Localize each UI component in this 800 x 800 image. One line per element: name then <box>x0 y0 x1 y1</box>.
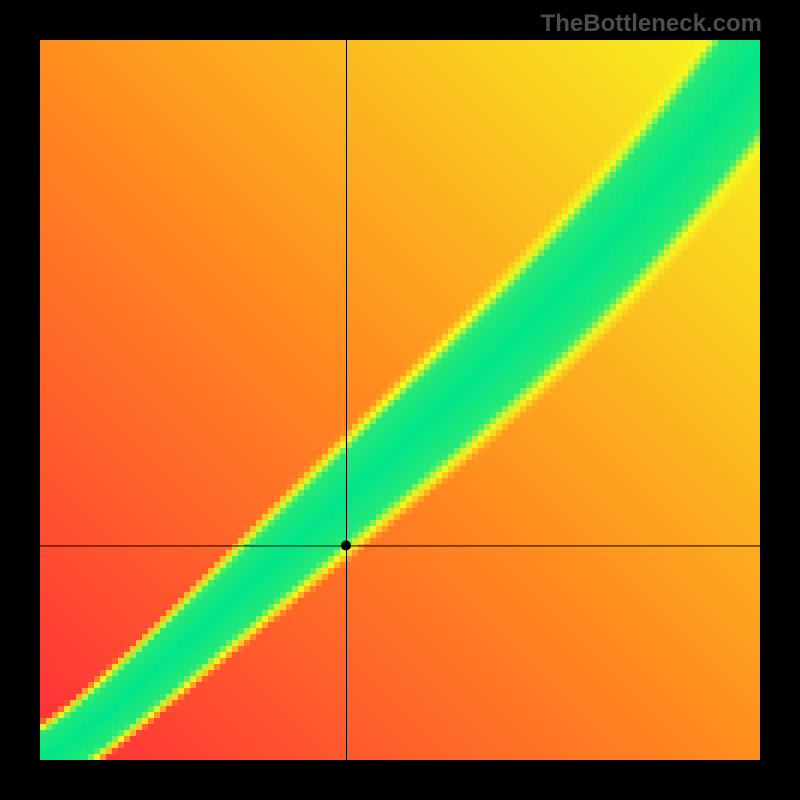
watermark-text: TheBottleneck.com <box>541 10 762 38</box>
bottleneck-heatmap <box>0 0 800 800</box>
chart-container: TheBottleneck.com <box>0 0 800 800</box>
